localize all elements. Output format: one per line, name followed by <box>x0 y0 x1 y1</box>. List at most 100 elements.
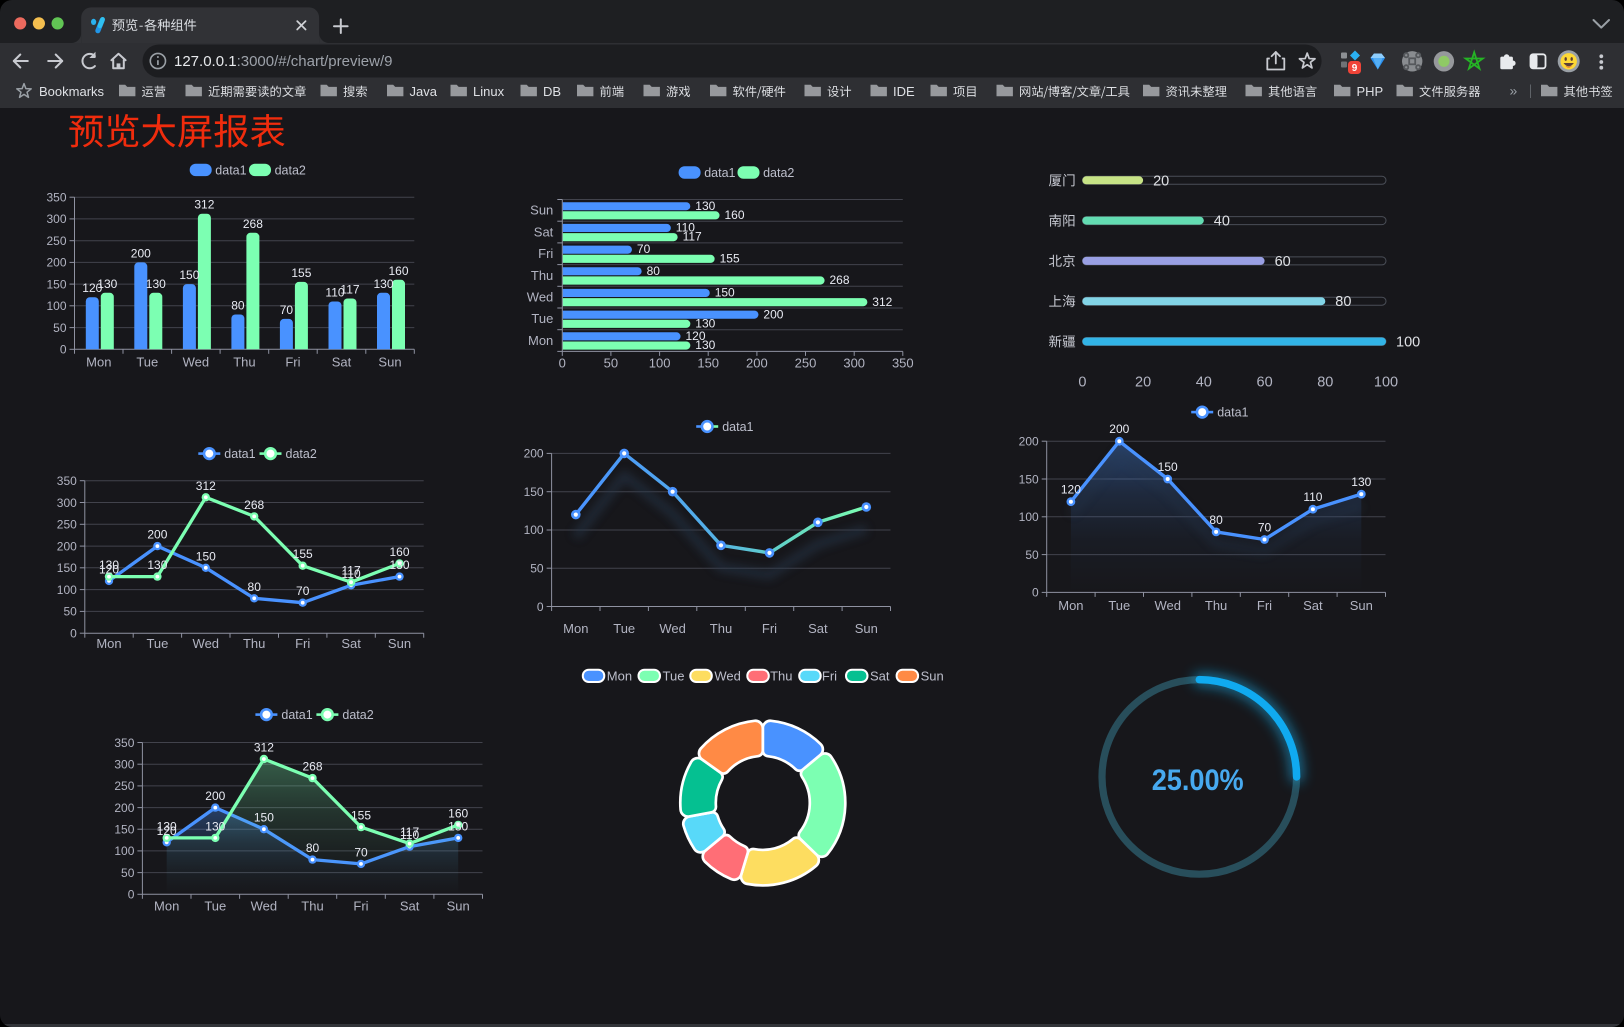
svg-text:110: 110 <box>400 828 419 842</box>
svg-text:50: 50 <box>604 356 618 371</box>
svg-text:155: 155 <box>720 251 740 265</box>
svg-text:100: 100 <box>524 523 544 537</box>
svg-text:200: 200 <box>763 307 783 321</box>
svg-text:DB: DB <box>543 84 561 99</box>
svg-text:Wed: Wed <box>193 636 220 651</box>
svg-text:data1: data1 <box>1217 406 1248 420</box>
svg-text:130: 130 <box>1351 475 1371 489</box>
svg-text:Bookmarks: Bookmarks <box>39 84 105 99</box>
svg-text:150: 150 <box>1158 460 1178 474</box>
svg-text:100: 100 <box>649 356 671 371</box>
svg-text:Fri: Fri <box>285 354 300 369</box>
svg-text:data1: data1 <box>722 420 753 434</box>
svg-text:130: 130 <box>157 819 177 833</box>
svg-text:Mon: Mon <box>607 669 632 684</box>
svg-text:Sun: Sun <box>1350 598 1373 613</box>
svg-text:Fri: Fri <box>295 636 310 651</box>
svg-text:268: 268 <box>830 273 850 287</box>
svg-text:110: 110 <box>676 221 695 235</box>
svg-text:Sun: Sun <box>921 669 944 684</box>
svg-text:data1: data1 <box>281 708 312 722</box>
svg-text:Mon: Mon <box>563 621 588 636</box>
svg-text:0: 0 <box>537 600 544 614</box>
svg-text:150: 150 <box>179 268 199 282</box>
svg-text:»: » <box>1510 83 1518 99</box>
svg-text:Mon: Mon <box>528 333 553 348</box>
svg-text:9: 9 <box>1352 63 1358 74</box>
svg-text:268: 268 <box>243 217 263 231</box>
svg-text:Wed: Wed <box>1154 598 1181 613</box>
svg-text:Mon: Mon <box>154 899 179 914</box>
svg-text:Sat: Sat <box>870 669 890 684</box>
svg-text:150: 150 <box>254 811 274 825</box>
svg-text:Tue: Tue <box>204 899 226 914</box>
svg-text:120: 120 <box>1061 483 1081 497</box>
svg-text:Sun: Sun <box>447 899 470 914</box>
svg-text:data1: data1 <box>704 166 735 180</box>
svg-text:130: 130 <box>147 558 167 572</box>
svg-text:160: 160 <box>725 208 745 222</box>
svg-text:160: 160 <box>448 806 468 820</box>
svg-text:Wed: Wed <box>659 621 686 636</box>
svg-text:PHP: PHP <box>1357 84 1384 99</box>
svg-text:312: 312 <box>872 295 892 309</box>
svg-text:80: 80 <box>231 299 245 313</box>
svg-text:IDE: IDE <box>893 84 915 99</box>
svg-text:250: 250 <box>46 234 66 248</box>
svg-text:117: 117 <box>400 825 419 839</box>
svg-text:268: 268 <box>302 760 322 774</box>
svg-text:60: 60 <box>1257 375 1273 391</box>
svg-text:60: 60 <box>1275 254 1291 270</box>
svg-text:Sun: Sun <box>388 636 411 651</box>
svg-text:Sun: Sun <box>530 203 553 218</box>
svg-text:Thu: Thu <box>710 621 732 636</box>
svg-text:Java: Java <box>410 84 438 99</box>
svg-text:Sat: Sat <box>332 354 352 369</box>
svg-text:Linux: Linux <box>473 84 505 99</box>
svg-text:40: 40 <box>1214 214 1230 230</box>
svg-text:130: 130 <box>695 199 715 213</box>
svg-text:Fri: Fri <box>822 669 837 684</box>
svg-text:150: 150 <box>697 356 719 371</box>
svg-text:117: 117 <box>340 283 359 297</box>
svg-text:300: 300 <box>46 212 66 226</box>
svg-text:0: 0 <box>70 627 77 641</box>
svg-text:Sat: Sat <box>400 899 420 914</box>
svg-text:0: 0 <box>1032 586 1039 600</box>
svg-text:200: 200 <box>1109 422 1129 436</box>
svg-text:20: 20 <box>1153 173 1169 189</box>
svg-text:155: 155 <box>291 266 311 280</box>
svg-text:350: 350 <box>57 474 77 488</box>
svg-text:Thu: Thu <box>233 354 255 369</box>
svg-text:80: 80 <box>647 264 661 278</box>
svg-text:50: 50 <box>53 321 67 335</box>
svg-text:110: 110 <box>1303 490 1322 504</box>
svg-text:160: 160 <box>389 545 409 559</box>
svg-text:110: 110 <box>342 567 361 581</box>
svg-text:150: 150 <box>715 286 735 300</box>
svg-text:Wed: Wed <box>251 899 278 914</box>
svg-text:Tue: Tue <box>613 621 635 636</box>
svg-text:0: 0 <box>1078 375 1086 391</box>
svg-text:150: 150 <box>1019 472 1039 486</box>
svg-text:Sat: Sat <box>341 636 361 651</box>
svg-text:Fri: Fri <box>353 899 368 914</box>
svg-text:250: 250 <box>795 356 817 371</box>
svg-text:Tue: Tue <box>136 354 158 369</box>
svg-text:80: 80 <box>306 841 320 855</box>
svg-text:80: 80 <box>1317 375 1333 391</box>
svg-text:312: 312 <box>194 198 214 212</box>
svg-text:200: 200 <box>524 447 544 461</box>
svg-text:200: 200 <box>114 801 134 815</box>
svg-text:Sat: Sat <box>1303 598 1323 613</box>
svg-text:155: 155 <box>293 547 313 561</box>
svg-text:100: 100 <box>57 583 77 597</box>
svg-text:data2: data2 <box>275 163 306 177</box>
svg-text:350: 350 <box>114 736 134 750</box>
svg-text:80: 80 <box>248 580 262 594</box>
svg-text:data1: data1 <box>215 163 246 177</box>
svg-text:200: 200 <box>147 528 167 542</box>
svg-text:120: 120 <box>686 329 706 343</box>
svg-text:Tue: Tue <box>146 636 168 651</box>
svg-text:Tue: Tue <box>663 669 685 684</box>
